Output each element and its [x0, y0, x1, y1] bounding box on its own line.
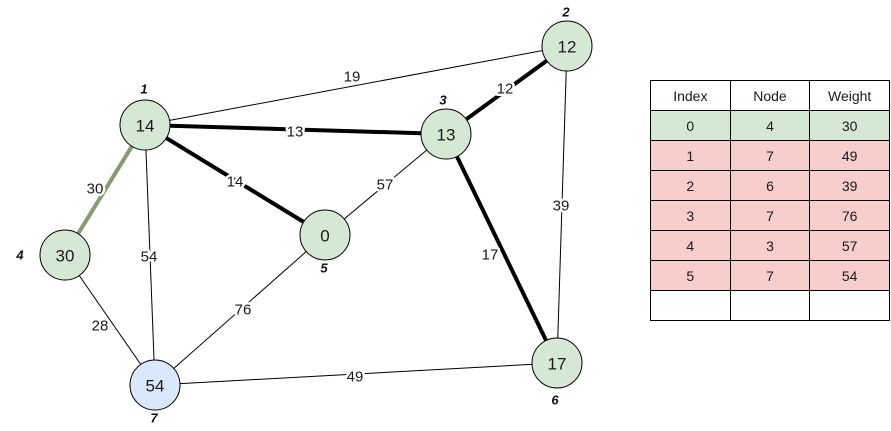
edge-2-6	[556, 45, 568, 364]
edge-weight-label-1-7: 54	[141, 249, 158, 266]
cell-node	[729, 290, 811, 321]
edge-weight-label-5-7: 76	[235, 302, 252, 319]
node-circle	[129, 359, 181, 411]
edge-weight-label-1-4: 30	[87, 181, 104, 198]
node-index-label: 5	[320, 261, 328, 276]
cell-weight: 54	[809, 260, 890, 291]
graph-node-14: 14 1	[119, 82, 171, 151]
cell-node: 3	[729, 230, 811, 261]
cell-node: 7	[729, 200, 811, 231]
priority-queue-table: Index Node Weight 0 4 30 1 7 49 2 6 39 3 7 76 4 3 57 5 7 54	[650, 80, 890, 321]
edge-1-7	[144, 124, 156, 386]
node-value-label: 54	[146, 377, 165, 396]
cell-weight: 30	[809, 110, 890, 141]
column-header-weight: Weight	[809, 80, 890, 111]
edge-1-3	[144, 123, 447, 136]
graph-node-12: 12 2	[541, 5, 593, 72]
node-index-label: 2	[561, 5, 570, 20]
table-row	[650, 290, 890, 321]
column-header-node: Node	[729, 80, 811, 111]
edge-weight-label-3-2: 12	[497, 81, 514, 98]
table-row: 2 6 39	[650, 170, 890, 201]
node-circle	[299, 209, 351, 261]
node-index-label: 3	[439, 93, 447, 108]
edge-1-5	[143, 123, 327, 237]
cell-weight	[809, 290, 890, 321]
cell-node: 4	[729, 110, 811, 141]
node-circle	[531, 337, 583, 389]
node-value-label: 0	[320, 227, 329, 246]
graph-node-13: 13 3	[420, 93, 472, 160]
table-row: 5 7 54	[650, 260, 890, 291]
cell-index: 3	[650, 200, 731, 231]
edge-weight-label-2-6: 39	[553, 198, 570, 215]
table-header-row: Index Node Weight	[650, 80, 890, 111]
edge-weight-label-4-7: 28	[92, 318, 109, 335]
node-value-label: 14	[136, 117, 155, 136]
node-circle	[119, 99, 171, 151]
node-index-label: 6	[551, 393, 559, 408]
node-value-label: 13	[437, 126, 456, 145]
cell-index	[650, 290, 731, 321]
edge-5-3	[324, 133, 447, 236]
cell-weight: 49	[809, 140, 890, 171]
cell-index: 2	[650, 170, 731, 201]
table-row: 3 7 76	[650, 200, 890, 231]
node-value-label: 30	[56, 247, 75, 266]
graph-node-54: 54 7	[129, 359, 181, 426]
column-header-index: Index	[650, 80, 731, 111]
edge-weight-label-5-3: 57	[377, 177, 394, 194]
edge-3-6	[444, 133, 559, 364]
table-row: 0 4 30	[650, 110, 890, 141]
cell-node: 7	[729, 140, 811, 171]
node-index-label: 4	[15, 248, 24, 263]
graph-node-30: 30 4	[15, 229, 91, 281]
cell-index: 4	[650, 230, 731, 261]
node-circle	[39, 229, 91, 281]
graph-node-17: 17 6	[531, 337, 583, 408]
edge-weight-label-1-3: 13	[287, 124, 304, 141]
node-index-label: 7	[150, 411, 158, 426]
cell-index: 5	[650, 260, 731, 291]
cell-node: 7	[729, 260, 811, 291]
cell-index: 1	[650, 140, 731, 171]
cell-index: 0	[650, 110, 731, 141]
edge-weight-label-1-5: 14	[227, 174, 244, 191]
edge-4-7	[64, 254, 156, 386]
edge-weight-label-1-2: 19	[344, 69, 361, 86]
edge-weight-label-7-6: 49	[347, 369, 364, 386]
cell-weight: 57	[809, 230, 890, 261]
node-circle	[541, 20, 593, 72]
table-row: 4 3 57	[650, 230, 890, 261]
table-row: 1 7 49	[650, 140, 890, 171]
table-body: 0 4 30 1 7 49 2 6 39 3 7 76 4 3 57 5 7 54	[650, 110, 890, 321]
edge-weight-label-3-6: 17	[482, 247, 499, 264]
cell-node: 6	[729, 170, 811, 201]
node-value-label: 17	[548, 355, 567, 374]
edge-7-6	[154, 362, 558, 386]
edge-5-7	[154, 234, 326, 386]
node-circle	[420, 108, 472, 160]
graph-node-0: 05	[299, 209, 351, 276]
cell-weight: 76	[809, 200, 890, 231]
cell-weight: 39	[809, 170, 890, 201]
edge-1-2	[144, 45, 568, 126]
node-value-label: 12	[558, 38, 577, 57]
node-index-label: 1	[140, 82, 147, 97]
